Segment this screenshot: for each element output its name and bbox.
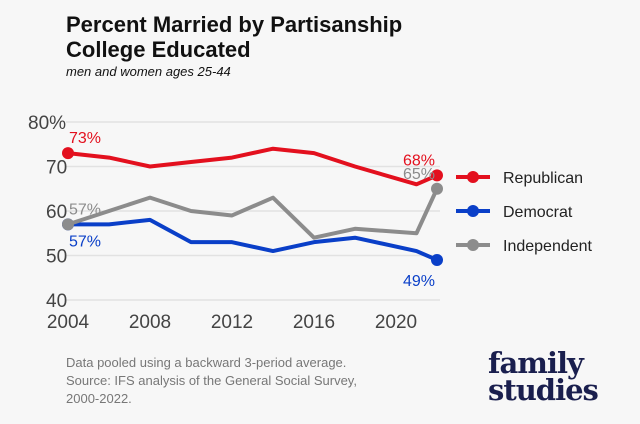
start-data-label: 57% [69,201,101,218]
y-tick-label: 70 [46,158,67,179]
note-line-3: 2000-2022. [66,391,132,406]
series-line-democrat [68,217,438,262]
legend-label: Republican [503,170,583,187]
family-studies-logo: family studies [488,346,599,407]
series-line-republican [67,146,438,187]
x-tick-label: 2012 [211,312,253,333]
x-tick-label: 2008 [129,312,171,333]
start-point [62,147,74,160]
x-tick-label: 2016 [293,312,335,333]
chart-subtitle: men and women ages 25-44 [66,64,231,79]
legend-label: Democrat [503,204,573,221]
legend-marker [467,171,479,183]
start-point [62,218,74,231]
chart-title: Percent Married by Partisanship College … [66,12,402,62]
legend-marker [467,239,479,251]
logo-line-2: studies [488,373,599,407]
start-data-label: 73% [69,130,101,147]
x-tick-label: 2004 [47,312,90,333]
series-line-independent [67,187,439,240]
end-data-label: 49% [403,273,435,290]
end-point [431,253,443,266]
end-data-label: 68% [403,152,435,169]
y-tick-label: 60 [46,202,67,223]
legend-label: Independent [503,238,593,255]
y-tick-label: 50 [46,247,67,268]
title-line-2: College Educated [66,37,251,62]
y-tick-label: 80% [28,113,66,134]
note-line-2: Source: IFS analysis of the General Soci… [66,373,357,388]
end-point [431,182,443,195]
end-point [431,169,443,182]
end-data-label: 65% [403,166,435,183]
start-data-label: 57% [69,233,101,250]
logo-line-1: family [488,346,584,380]
legend-marker [467,205,479,217]
title-line-1: Percent Married by Partisanship [66,12,403,37]
note-line-1: Data pooled using a backward 3-period av… [66,355,347,370]
y-tick-label: 40 [46,291,67,312]
x-tick-label: 2020 [375,312,417,333]
source-note: Data pooled using a backward 3-period av… [66,354,357,408]
